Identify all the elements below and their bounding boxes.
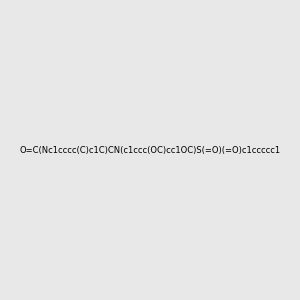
Text: O=C(Nc1cccc(C)c1C)CN(c1ccc(OC)cc1OC)S(=O)(=O)c1ccccc1: O=C(Nc1cccc(C)c1C)CN(c1ccc(OC)cc1OC)S(=O… [20, 146, 281, 154]
